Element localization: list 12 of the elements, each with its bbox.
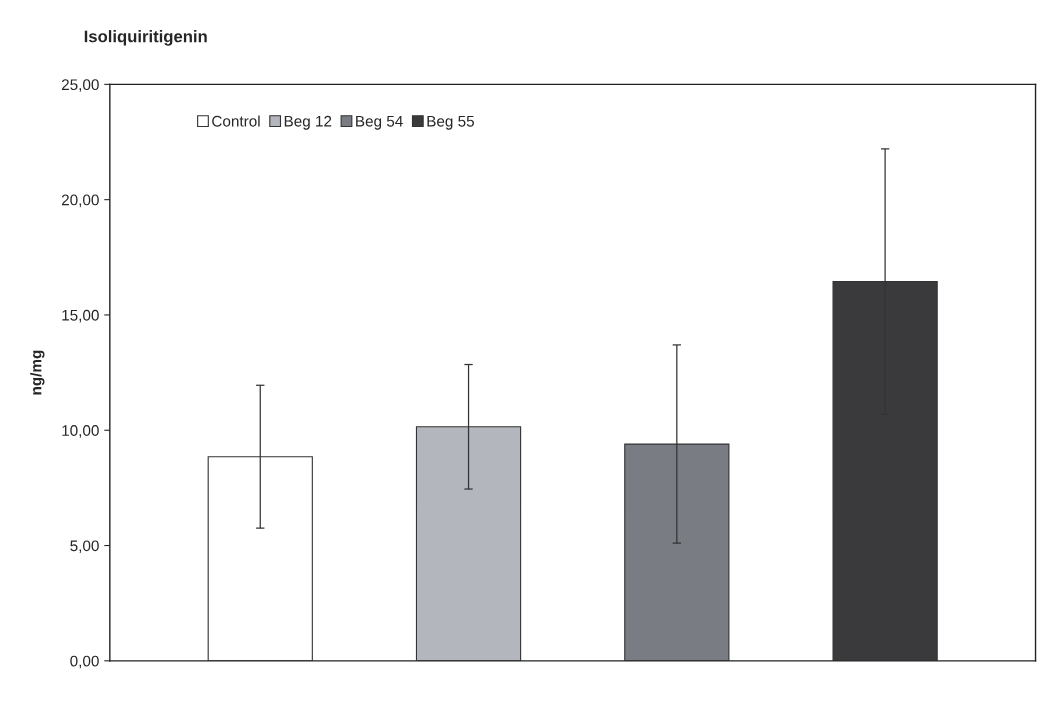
legend-label: Beg 12: [284, 115, 332, 130]
legend-label: Beg 54: [356, 115, 403, 130]
chart-title: Isoliquiritigenin: [84, 30, 207, 46]
y-tick-label: 15,00: [62, 309, 99, 323]
legend-label: Beg 55: [427, 115, 474, 130]
y-tick-label: 5,00: [70, 540, 99, 554]
y-tick-label: 0,00: [70, 655, 99, 669]
y-axis-title: ng/mg: [30, 350, 45, 395]
y-tick-label: 20,00: [61, 194, 99, 208]
legend-label: Control: [212, 115, 260, 127]
y-tick-label: 10,00: [62, 425, 99, 438]
y-tick-label: 25,00: [61, 79, 99, 92]
